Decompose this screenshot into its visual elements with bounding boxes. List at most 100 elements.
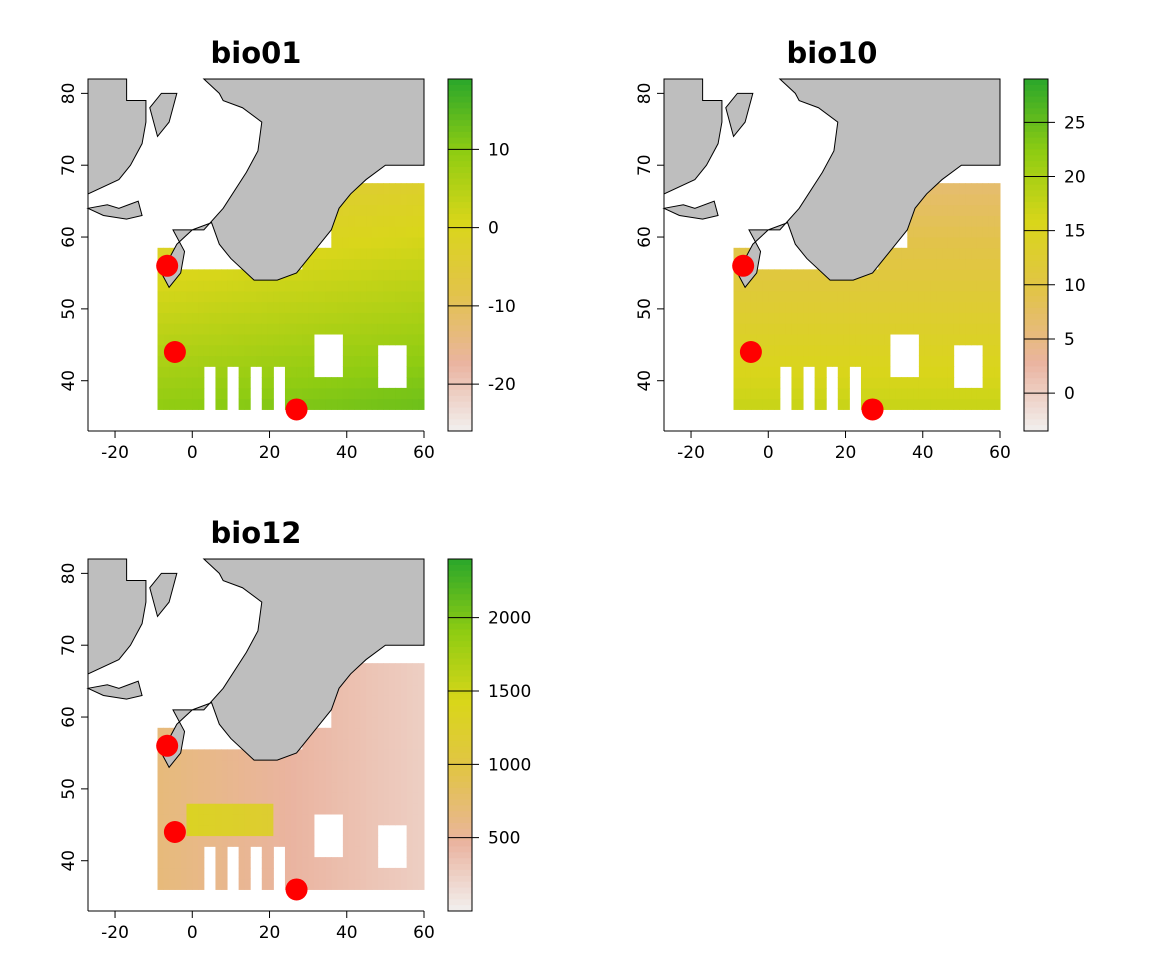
raster-cell <box>163 291 169 302</box>
raster-cell <box>791 356 797 367</box>
raster-cell <box>983 302 989 313</box>
sample-point <box>732 255 754 277</box>
raster-cell <box>401 674 407 685</box>
raster-cell <box>412 803 418 814</box>
raster-cell <box>158 836 164 847</box>
raster-cell <box>181 291 187 302</box>
raster-cell <box>215 302 221 313</box>
raster-cell <box>250 334 256 345</box>
legend-swatch <box>1024 413 1048 419</box>
raster-cell <box>210 312 216 323</box>
raster-cell <box>262 857 268 868</box>
raster-cell <box>890 291 896 302</box>
raster-cell <box>418 356 424 367</box>
legend-swatch <box>448 817 472 823</box>
raster-cell <box>925 302 931 313</box>
raster-cell <box>878 323 884 334</box>
raster-cell <box>349 215 355 226</box>
raster-cell <box>366 814 372 825</box>
raster-cell <box>401 803 407 814</box>
raster-cell <box>407 194 413 205</box>
raster-cell <box>395 280 401 291</box>
raster-cell <box>861 356 867 367</box>
raster-cell <box>192 749 198 760</box>
raster-cell <box>401 399 407 410</box>
raster-cell <box>930 356 936 367</box>
raster-cell <box>395 749 401 760</box>
raster-cell <box>907 291 913 302</box>
legend-swatch <box>448 670 472 676</box>
legend-swatch <box>448 296 472 302</box>
raster-cell <box>291 377 297 388</box>
raster-cell <box>372 803 378 814</box>
raster-cell <box>959 205 965 216</box>
raster-cell <box>326 728 332 739</box>
raster-cell <box>331 280 337 291</box>
raster-cell <box>873 366 879 377</box>
raster-cell <box>407 399 413 410</box>
raster-cell <box>343 685 349 696</box>
raster-cell <box>913 248 919 259</box>
raster-cell <box>204 334 210 345</box>
raster-cell <box>815 377 821 388</box>
raster-cell <box>204 825 210 836</box>
raster-cell <box>983 312 989 323</box>
raster-cell <box>337 749 343 760</box>
raster-cell <box>372 771 378 782</box>
raster-cell <box>401 205 407 216</box>
raster-cell <box>407 334 413 345</box>
raster-cell <box>326 269 332 280</box>
raster-cell <box>815 291 821 302</box>
raster-cell <box>919 280 925 291</box>
raster-cell <box>210 334 216 345</box>
raster-cell <box>977 248 983 259</box>
raster-cell <box>320 728 326 739</box>
land-mask-polygon <box>726 93 753 136</box>
raster-cell <box>360 663 366 674</box>
raster-cell <box>337 280 343 291</box>
legend-swatch <box>448 331 472 337</box>
raster-cell <box>954 205 960 216</box>
land-mask-polygon <box>88 681 142 699</box>
raster-cell <box>930 377 936 388</box>
raster-cell <box>215 323 221 334</box>
raster-cell <box>273 771 279 782</box>
raster-cell <box>372 388 378 399</box>
raster-cell <box>994 183 1000 194</box>
raster-cell <box>354 399 360 410</box>
raster-cell <box>268 879 274 890</box>
raster-cell <box>994 291 1000 302</box>
raster-cell <box>412 728 418 739</box>
raster-cell <box>233 269 239 280</box>
raster-cell <box>838 302 844 313</box>
raster-cell <box>244 334 250 345</box>
raster-cell <box>395 183 401 194</box>
raster-cell <box>768 399 774 410</box>
raster-cell <box>233 771 239 782</box>
raster-cell <box>959 248 965 259</box>
raster-cell <box>797 269 803 280</box>
raster-cell <box>757 280 763 291</box>
raster-cell <box>239 846 245 857</box>
raster-cell <box>233 825 239 836</box>
raster-cell <box>734 323 740 334</box>
raster-cell <box>925 334 931 345</box>
raster-cell <box>320 291 326 302</box>
raster-cell <box>343 323 349 334</box>
raster-cell <box>774 323 780 334</box>
raster-cell <box>372 814 378 825</box>
raster-cell <box>791 269 797 280</box>
raster-cell <box>372 248 378 259</box>
raster-cell <box>204 836 210 847</box>
raster-cell <box>418 388 424 399</box>
raster-cell <box>349 302 355 313</box>
raster-cell <box>308 312 314 323</box>
raster-cell <box>820 345 826 356</box>
raster-cell <box>273 323 279 334</box>
raster-cell <box>210 803 216 814</box>
raster-cell <box>326 868 332 879</box>
raster-cell <box>378 194 384 205</box>
x-tick-label: 60 <box>413 923 435 943</box>
raster-cell <box>366 663 372 674</box>
raster-cell <box>774 388 780 399</box>
